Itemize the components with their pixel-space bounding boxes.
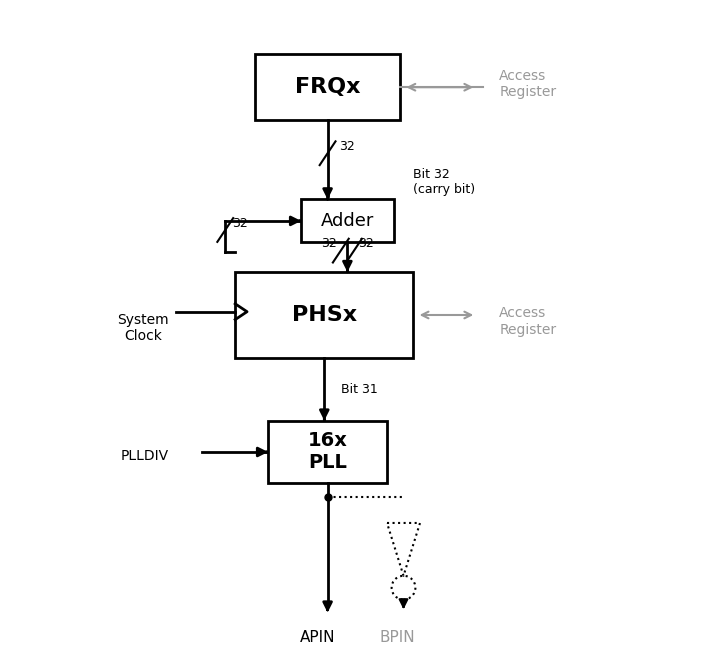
Text: 32: 32 [358, 237, 374, 251]
Text: System
Clock: System Clock [117, 313, 169, 343]
Text: 16x
PLL: 16x PLL [308, 432, 348, 473]
Text: APIN: APIN [300, 630, 336, 645]
FancyBboxPatch shape [255, 54, 400, 120]
FancyBboxPatch shape [268, 420, 387, 483]
Text: 32: 32 [339, 140, 355, 153]
Text: Access
Register: Access Register [499, 69, 556, 99]
Text: PHSx: PHSx [292, 305, 357, 325]
FancyBboxPatch shape [301, 200, 394, 243]
Text: 32: 32 [232, 217, 248, 229]
Text: FRQx: FRQx [295, 77, 360, 97]
Text: Adder: Adder [321, 212, 374, 230]
Text: PLLDIV: PLLDIV [121, 449, 169, 463]
Text: BPIN: BPIN [379, 630, 415, 645]
FancyBboxPatch shape [235, 272, 413, 358]
Text: Access
Register: Access Register [499, 306, 556, 337]
Text: Bit 32
(carry bit): Bit 32 (carry bit) [413, 168, 476, 196]
Text: Bit 31: Bit 31 [341, 383, 377, 396]
Text: 32: 32 [321, 237, 337, 251]
